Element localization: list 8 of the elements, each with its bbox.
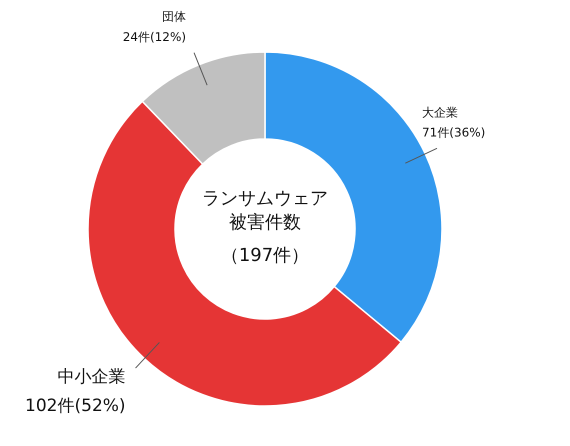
data-label: 71件(36%)	[422, 126, 486, 140]
slice-label: 団体	[162, 10, 186, 24]
text: ランサムウェア被害件数	[201, 187, 329, 235]
slice-label: 大企業	[422, 105, 458, 120]
text: （197件）	[220, 244, 310, 267]
slice-label: 中小企業	[58, 367, 126, 388]
data-label: 102件(52%)	[25, 396, 126, 416]
data-label: 24件(12%)	[122, 30, 186, 44]
